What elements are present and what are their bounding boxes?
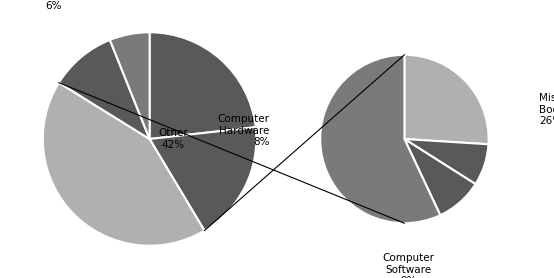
Wedge shape bbox=[404, 55, 489, 144]
Wedge shape bbox=[404, 139, 475, 215]
Text: Computer
Software
9%: Computer Software 9% bbox=[383, 253, 435, 278]
Text: Other
42%: Other 42% bbox=[158, 128, 188, 150]
Wedge shape bbox=[320, 55, 440, 223]
Wedge shape bbox=[150, 32, 256, 139]
Text: Fun
10%: Fun 10% bbox=[176, 0, 198, 3]
Wedge shape bbox=[43, 83, 204, 246]
Text: Missing Manual
Books
26%: Missing Manual Books 26% bbox=[539, 93, 554, 126]
Wedge shape bbox=[110, 32, 150, 139]
Text: Computer
Hardware
8%: Computer Hardware 8% bbox=[218, 114, 270, 147]
Wedge shape bbox=[404, 139, 489, 184]
Text: Clothes
6%: Clothes 6% bbox=[34, 0, 73, 11]
Wedge shape bbox=[59, 40, 150, 139]
Wedge shape bbox=[150, 127, 257, 230]
